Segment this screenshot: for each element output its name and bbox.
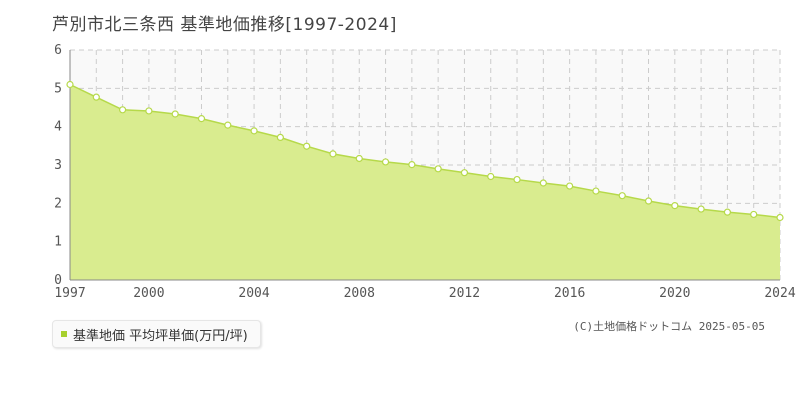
data-point (408, 161, 416, 169)
legend-swatch (61, 331, 67, 337)
data-point (487, 172, 495, 181)
x-tick-label: 1997 (54, 286, 85, 301)
data-point (381, 158, 390, 166)
data-point (644, 197, 653, 205)
credit-text: (C)土地価格ドットコム 2025-05-05 (573, 320, 765, 333)
data-point (92, 93, 100, 101)
data-point (618, 192, 626, 200)
y-tick-label: 4 (54, 120, 62, 135)
y-tick-label: 6 (54, 43, 62, 58)
data-point (513, 175, 521, 184)
data-point (460, 169, 469, 177)
data-point (197, 115, 206, 123)
data-point (145, 107, 153, 115)
data-point (224, 121, 232, 129)
data-point (303, 142, 311, 150)
data-point (118, 106, 127, 114)
y-tick-label: 2 (54, 196, 62, 211)
x-tick-label: 2008 (344, 286, 375, 301)
chart-title: 芦別市北三条西 基準地価推移[1997-2024] (52, 15, 397, 35)
series-area (70, 84, 780, 280)
data-point (276, 133, 284, 141)
data-point (355, 154, 363, 163)
data-point (723, 208, 732, 216)
x-tick-label: 2016 (554, 286, 585, 301)
data-point (776, 213, 784, 222)
data-point (566, 182, 574, 190)
data-point (697, 205, 705, 213)
x-tick-label: 2004 (238, 286, 269, 301)
data-point (434, 165, 442, 173)
data-point (66, 80, 74, 89)
legend-label: 基準地価 平均坪単価(万円/坪) (73, 328, 248, 344)
legend: 基準地価 平均坪単価(万円/坪) (52, 320, 261, 348)
data-point (250, 127, 258, 135)
data-point (671, 202, 679, 210)
data-point (171, 110, 179, 118)
x-tick-label: 2012 (449, 286, 480, 301)
data-point (592, 187, 600, 195)
data-point (750, 210, 758, 219)
x-tick-label: 2000 (133, 286, 164, 301)
x-tick-label: 2020 (659, 286, 690, 301)
y-tick-label: 1 (54, 235, 62, 250)
series-line (69, 83, 781, 219)
y-tick-label: 0 (54, 273, 62, 288)
data-point (329, 150, 337, 158)
y-tick-label: 5 (54, 81, 62, 96)
y-tick-label: 3 (54, 158, 62, 173)
data-point (539, 179, 547, 187)
x-tick-label: 2024 (764, 286, 795, 301)
